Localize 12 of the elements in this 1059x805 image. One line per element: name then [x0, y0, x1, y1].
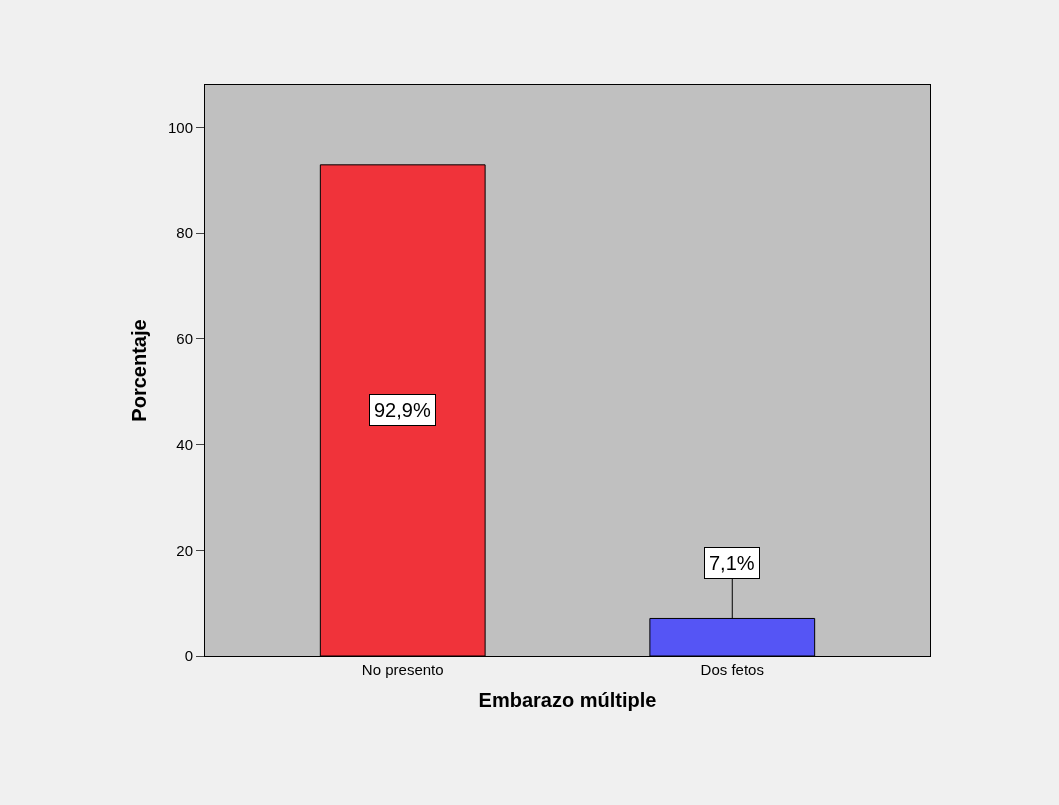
x-axis-title: Embarazo múltiple	[478, 688, 657, 711]
data-label: 92,9%	[374, 399, 431, 421]
y-tick-label: 60	[176, 330, 193, 348]
x-tick-label: No presento	[361, 661, 444, 678]
y-axis-title: Porcentaje	[128, 319, 151, 422]
y-tick-label: 0	[184, 647, 193, 665]
y-tick-label: 80	[176, 224, 193, 242]
y-tick-label: 40	[176, 435, 193, 453]
data-label: 7,1%	[709, 552, 755, 574]
x-tick-label: Dos fetos	[700, 661, 764, 678]
y-tick-label: 100	[167, 118, 193, 136]
y-tick-label: 20	[176, 541, 193, 559]
